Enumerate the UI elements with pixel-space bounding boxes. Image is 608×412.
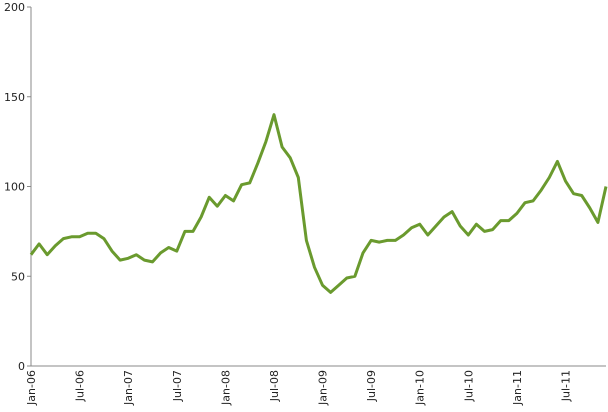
- x-tick-label: Jan-11: [511, 370, 524, 406]
- x-tick-label: Jul-08: [268, 370, 281, 402]
- data-line: [29, 113, 608, 294]
- y-tick-label: 150: [4, 91, 25, 104]
- x-tick-label: Jul-09: [365, 370, 378, 402]
- y-tick-label: 200: [4, 1, 25, 14]
- x-tick-label: Jul-06: [74, 370, 87, 402]
- x-tick-label: Jul-11: [560, 370, 573, 402]
- y-tick-label: 0: [18, 360, 25, 373]
- x-tick-label: Jan-09: [317, 370, 330, 406]
- x-tick-label: Jul-07: [171, 370, 184, 402]
- x-tick-label: Jan-10: [414, 370, 427, 406]
- y-tick-label: 100: [4, 181, 25, 194]
- x-tick-label: Jan-06: [25, 370, 38, 406]
- x-tick-label: Jul-10: [462, 370, 475, 402]
- x-tick-label: Jan-08: [219, 370, 232, 406]
- y-tick-label: 50: [11, 270, 25, 283]
- x-tick-label: Jan-07: [122, 370, 135, 406]
